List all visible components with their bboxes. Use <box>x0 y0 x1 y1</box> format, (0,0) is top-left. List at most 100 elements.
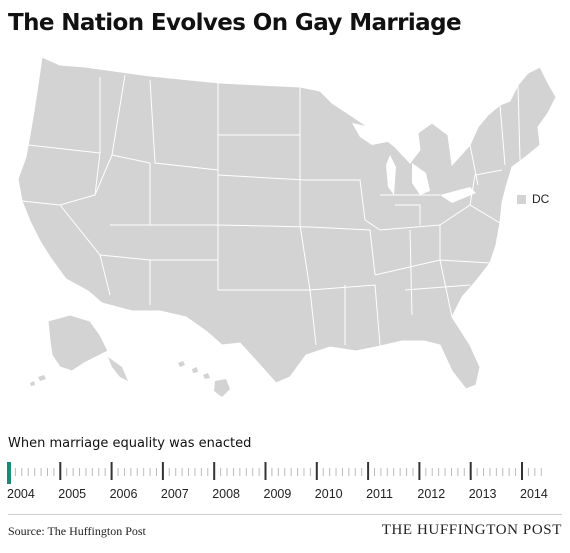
minor-tick <box>489 468 491 476</box>
year-tick-2008[interactable] <box>213 462 216 480</box>
publisher-logo: THE HUFFINGTON POST <box>381 522 562 538</box>
minor-tick <box>348 468 350 476</box>
timeline-ticks <box>7 462 542 484</box>
footer-divider <box>8 514 562 515</box>
state-borders <box>21 74 521 346</box>
minor-tick <box>444 468 446 476</box>
minor-tick <box>309 468 311 476</box>
year-tick-2010[interactable] <box>315 462 318 480</box>
great-lakes <box>352 123 476 203</box>
minor-tick <box>27 468 29 476</box>
year-tick-2005[interactable] <box>59 462 62 480</box>
year-label-2011[interactable]: 2011 <box>366 487 393 501</box>
minor-tick <box>40 468 42 476</box>
minor-tick <box>79 468 81 476</box>
alaska-shape <box>47 314 109 372</box>
minor-tick <box>322 468 324 476</box>
hawaii-shape <box>178 361 230 397</box>
year-tick-2004[interactable] <box>7 462 11 484</box>
minor-tick <box>53 468 55 476</box>
minor-tick <box>495 468 497 476</box>
minor-tick <box>34 468 36 476</box>
year-label-2012[interactable]: 2012 <box>417 487 445 501</box>
minor-tick <box>380 468 382 476</box>
minor-tick <box>341 468 343 476</box>
minor-tick <box>284 468 286 476</box>
minor-tick <box>329 468 331 476</box>
minor-tick <box>245 468 247 476</box>
year-label-2008[interactable]: 2008 <box>212 487 240 501</box>
minor-tick <box>66 468 68 476</box>
minor-tick <box>527 468 529 476</box>
year-tick-2013[interactable] <box>469 462 472 480</box>
minor-tick <box>143 468 145 476</box>
minor-tick <box>412 468 414 476</box>
minor-tick <box>406 468 408 476</box>
year-label-2005[interactable]: 2005 <box>58 487 86 501</box>
minor-tick <box>374 468 376 476</box>
minor-tick <box>457 468 459 476</box>
dc-label: DC <box>532 192 550 206</box>
minor-tick <box>335 468 337 476</box>
minor-tick <box>188 468 190 476</box>
minor-tick <box>252 468 254 476</box>
source-credit: Source: The Huffington Post <box>8 524 146 538</box>
minor-tick <box>149 468 151 476</box>
year-label-2010[interactable]: 2010 <box>315 487 343 501</box>
year-tick-2014[interactable] <box>521 462 523 480</box>
minor-tick <box>104 468 106 476</box>
minor-tick <box>540 468 542 476</box>
minor-tick <box>117 468 119 476</box>
minor-tick <box>393 468 395 476</box>
year-tick-2012[interactable] <box>418 462 421 480</box>
minor-tick <box>508 468 510 476</box>
minor-tick <box>220 468 222 476</box>
minor-tick <box>476 468 478 476</box>
minor-tick <box>207 468 209 476</box>
minor-tick <box>290 468 292 476</box>
minor-tick <box>98 468 100 476</box>
minor-tick <box>483 468 485 476</box>
minor-tick <box>463 468 465 476</box>
year-label-2013[interactable]: 2013 <box>469 487 497 501</box>
year-label-2009[interactable]: 2009 <box>264 487 292 501</box>
minor-tick <box>399 468 401 476</box>
minor-tick <box>515 468 517 476</box>
year-tick-2009[interactable] <box>264 462 267 480</box>
minor-tick <box>14 468 16 476</box>
year-label-2004[interactable]: 2004 <box>7 487 35 501</box>
dc-swatch <box>517 194 526 204</box>
minor-tick <box>130 468 132 476</box>
minor-tick <box>194 468 196 476</box>
year-label-2006[interactable]: 2006 <box>110 487 138 501</box>
minor-tick <box>425 468 427 476</box>
minor-tick <box>175 468 177 476</box>
minor-tick <box>200 468 202 476</box>
year-tick-2007[interactable] <box>161 462 164 480</box>
minor-tick <box>21 468 23 476</box>
year-label-2014[interactable]: 2014 <box>520 487 548 501</box>
minor-tick <box>297 468 299 476</box>
timeline-year-labels: 2004 2005 2006 2007 2008 2009 2010 2011 2012 2013… <box>7 487 548 501</box>
minor-tick <box>534 468 536 476</box>
year-tick-2006[interactable] <box>110 462 113 480</box>
minor-tick <box>354 468 356 476</box>
minor-tick <box>46 468 48 476</box>
minor-tick <box>155 468 157 476</box>
minor-tick <box>502 468 504 476</box>
minor-tick <box>85 468 87 476</box>
minor-tick <box>431 468 433 476</box>
year-label-2007[interactable]: 2007 <box>161 487 189 501</box>
minor-tick <box>91 468 93 476</box>
minor-tick <box>277 468 279 476</box>
minor-tick <box>232 468 234 476</box>
minor-tick <box>226 468 228 476</box>
chart-title: The Nation Evolves On Gay Marriage <box>8 10 462 36</box>
minor-tick <box>123 468 125 476</box>
year-timeline-slider[interactable]: 2004 2005 2006 2007 2008 2009 2010 2011 2012 2013… <box>0 458 570 506</box>
dc-legend: DC <box>517 192 549 206</box>
year-tick-2011[interactable] <box>367 462 370 480</box>
timeline-label: When marriage equality was enacted <box>8 436 252 451</box>
minor-tick <box>303 468 305 476</box>
minor-tick <box>271 468 273 476</box>
